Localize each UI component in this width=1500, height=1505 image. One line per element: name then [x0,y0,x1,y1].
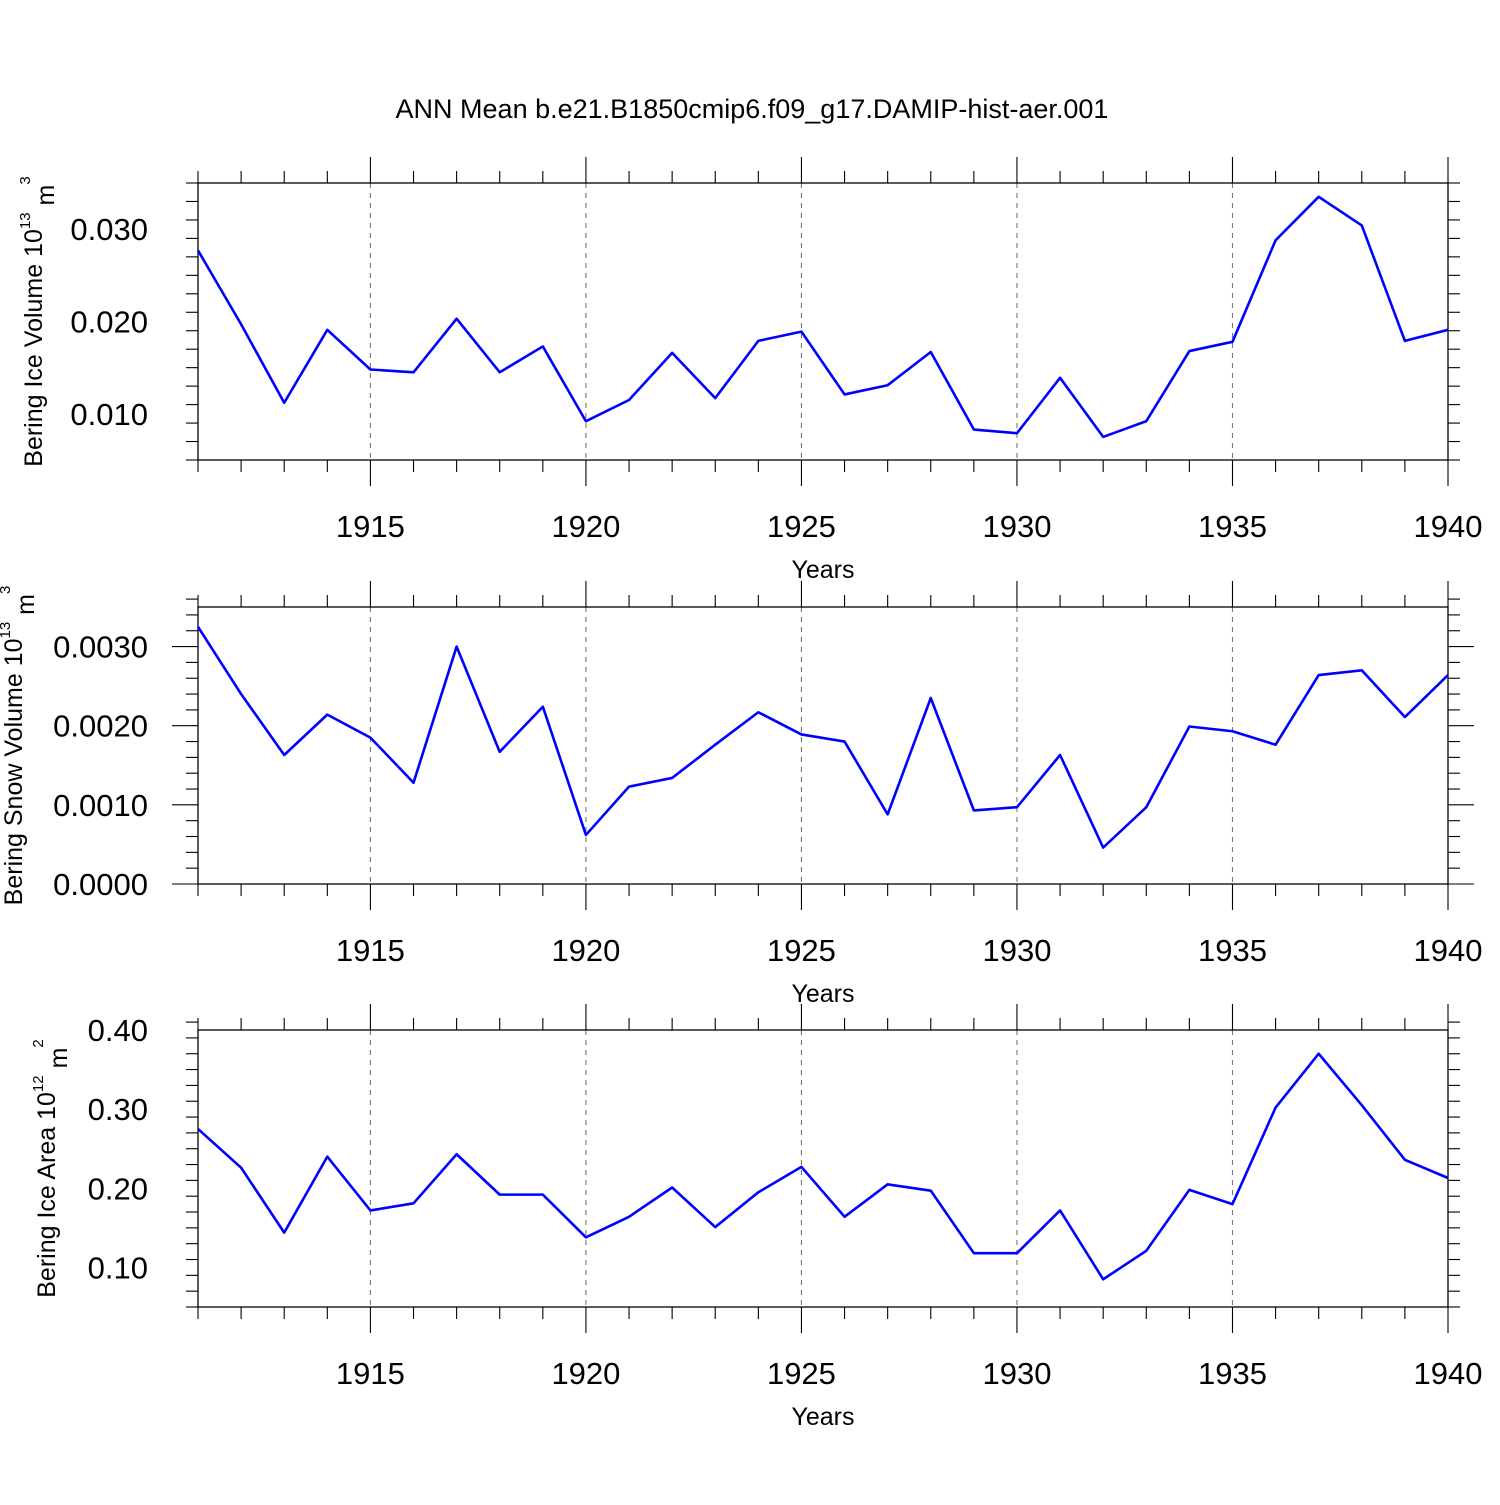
x-tick-label: 1920 [551,933,620,968]
x-axis-title: Years [791,556,854,584]
y-axis-title-sup: 12 [30,1075,47,1092]
x-tick-label: 1925 [767,509,836,544]
y-tick-label: 0.020 [70,305,148,340]
x-tick-label: 1915 [336,1356,405,1391]
y-axis-title-unit-sup: 3 [0,586,14,594]
x-tick-label: 1925 [767,933,836,968]
y-axis-title: Bering Ice Area 1012 m2 [30,1039,73,1298]
figure-title: ANN Mean b.e21.B1850cmip6.f09_g17.DAMIP-… [396,94,1109,124]
y-axis-title: Bering Ice Volume 1013 m3 [17,176,60,466]
y-axis-title-unit-sup: 2 [30,1039,47,1047]
y-axis-title: Bering Snow Volume 1013 m3 [0,586,40,906]
y-axis-title-unit: m [45,1048,73,1076]
panel-3: 1915 1920 1925 1930 1935 1940 0.10 0.20 0.30 0.40… [30,1004,1482,1431]
plot-frame [198,183,1448,460]
x-axis-title: Years [791,1403,854,1431]
x-tick-label: 1940 [1414,509,1483,544]
y-axis-title-text: Bering Ice Volume 10 [20,229,48,467]
x-tick-label: 1935 [1198,509,1267,544]
x-tick-label: 1920 [551,1356,620,1391]
x-tick-label: 1935 [1198,933,1267,968]
y-tick-label: 0.20 [88,1171,148,1206]
plot-frame [198,1030,1448,1307]
y-tick-label: 0.10 [88,1250,148,1285]
y-tick-label: 0.40 [88,1013,148,1048]
y-axis-title-sup: 13 [17,212,34,229]
x-tick-label: 1925 [767,1356,836,1391]
x-tick-label: 1915 [336,509,405,544]
y-tick-label: 0.0020 [53,709,148,744]
y-axis-title-sup: 13 [0,622,14,639]
y-axis-title-unit: m [12,594,40,622]
x-tick-label: 1935 [1198,1356,1267,1391]
x-tick-label: 1920 [551,509,620,544]
y-tick-label: 0.010 [70,397,148,432]
series-line [198,197,1448,437]
x-tick-label: 1930 [982,509,1051,544]
panels: 1915 1920 1925 1930 1935 1940 0.010 0.020 0.030 Y… [0,157,1482,1431]
panel-1: 1915 1920 1925 1930 1935 1940 0.010 0.020 0.030 Y… [17,157,1482,584]
series-line [198,1054,1448,1280]
x-tick-label: 1930 [982,1356,1051,1391]
plot-frame [198,607,1448,884]
y-axis-title-text: Bering Ice Area 10 [33,1092,61,1298]
x-tick-label: 1930 [982,933,1051,968]
y-tick-label: 0.0000 [53,867,148,902]
x-tick-label: 1940 [1414,933,1483,968]
y-axis-title-unit-sup: 3 [17,176,34,184]
y-axis-title-text: Bering Snow Volume 10 [0,638,28,905]
y-axis-title-unit: m [32,185,60,213]
y-tick-label: 0.0010 [53,788,148,823]
y-tick-label: 0.0030 [53,630,148,665]
y-tick-label: 0.30 [88,1092,148,1127]
x-tick-label: 1915 [336,933,405,968]
x-axis-title: Years [791,980,854,1008]
x-tick-label: 1940 [1414,1356,1483,1391]
series-line [198,627,1448,848]
y-tick-label: 0.030 [70,212,148,247]
panel-2: 1915 1920 1925 1930 1935 1940 0.0000 0.0010 0.00… [0,581,1482,1008]
